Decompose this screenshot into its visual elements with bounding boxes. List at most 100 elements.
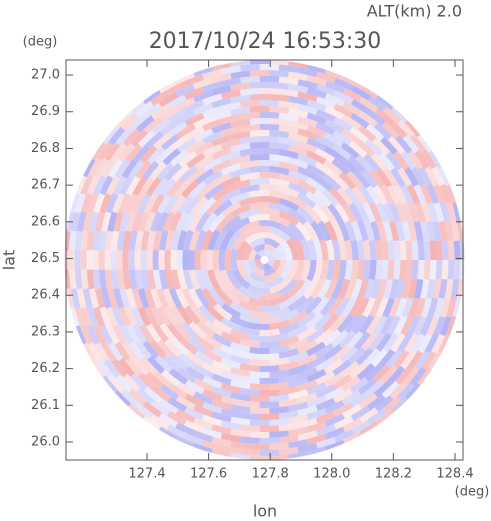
echo-cell xyxy=(341,297,357,318)
echo-cell xyxy=(264,232,285,245)
echo-cell xyxy=(179,165,198,183)
echo-cell xyxy=(314,328,334,345)
echo-cell xyxy=(375,202,389,223)
echo-cell xyxy=(249,455,270,460)
echo-cell xyxy=(344,220,357,242)
echo-cell xyxy=(287,310,309,326)
echo-cell xyxy=(336,186,354,206)
echo-cell xyxy=(376,278,387,300)
echo-cell xyxy=(363,278,375,300)
echo-cell xyxy=(269,278,291,294)
echo-cell xyxy=(381,260,389,280)
echo-cell xyxy=(305,190,325,208)
echo-cell xyxy=(347,155,366,174)
echo-cell xyxy=(288,414,309,425)
echo-cell xyxy=(278,76,299,86)
echo-cell xyxy=(334,297,350,317)
echo-cell xyxy=(150,90,170,106)
echo-cell xyxy=(101,211,112,232)
echo-cell xyxy=(322,329,342,347)
echo-cell xyxy=(254,260,262,268)
echo-cell xyxy=(315,424,336,437)
echo-cell xyxy=(220,114,241,125)
echo-cell xyxy=(97,359,113,379)
echo-cell xyxy=(297,79,318,90)
echo-cell xyxy=(405,240,413,260)
echo-cell xyxy=(331,260,341,281)
echo-cell xyxy=(267,252,275,260)
echo-cell xyxy=(202,348,223,363)
echo-cell xyxy=(153,269,163,290)
echo-cell xyxy=(299,260,311,282)
echo-cell xyxy=(356,260,365,281)
x-tick-label: 127.8 xyxy=(252,467,289,482)
echo-cell xyxy=(113,390,131,408)
echo-cell xyxy=(406,184,421,205)
echo-cell xyxy=(259,64,280,71)
echo-cell xyxy=(397,333,413,353)
echo-cell xyxy=(373,379,393,398)
echo-cell xyxy=(158,249,165,271)
echo-cell xyxy=(269,292,291,306)
echo-cell xyxy=(278,278,299,297)
echo-cell xyxy=(105,193,119,214)
echo-cell xyxy=(173,179,192,198)
plot-frame xyxy=(65,59,464,461)
echo-cell xyxy=(203,334,224,350)
echo-cell xyxy=(211,411,232,423)
echo-cell xyxy=(135,160,152,180)
echo-cell xyxy=(248,237,265,249)
echo-cell xyxy=(239,184,260,194)
echo-cell xyxy=(264,271,281,283)
echo-cell xyxy=(333,90,354,105)
echo-cell xyxy=(413,315,427,336)
echo-cell xyxy=(220,357,241,370)
chart-title: 2017/10/24 16:53:30 xyxy=(149,29,382,54)
echo-cell xyxy=(159,177,177,197)
echo-cell xyxy=(249,70,270,77)
echo-cell xyxy=(426,315,440,336)
echo-cell xyxy=(184,125,205,141)
echo-cell xyxy=(74,325,87,346)
echo-cell xyxy=(257,262,265,271)
echo-cell xyxy=(344,260,353,281)
echo-cell xyxy=(131,193,145,214)
echo-cell xyxy=(278,198,300,212)
echo-cell xyxy=(285,238,299,260)
echo-cell xyxy=(166,81,187,96)
echo-cell xyxy=(269,142,290,151)
echo-cell xyxy=(80,193,93,214)
echo-cell xyxy=(186,351,206,368)
echo-cell xyxy=(154,147,173,165)
echo-cell xyxy=(387,135,405,155)
echo-cell xyxy=(324,413,345,427)
y-tick-label: 26.6 xyxy=(31,214,60,229)
echo-cell xyxy=(368,168,385,188)
echo-cell xyxy=(438,278,448,299)
echo-cell xyxy=(324,106,345,120)
echo-cell xyxy=(278,185,300,198)
y-axis-label: lat xyxy=(0,250,19,271)
echo-cell xyxy=(288,132,309,144)
echo-cell xyxy=(74,269,83,290)
echo-cell xyxy=(88,211,99,232)
echo-cell xyxy=(332,374,353,390)
echo-cell xyxy=(136,115,155,133)
echo-cell xyxy=(98,269,107,290)
echo-cell xyxy=(87,342,103,363)
echo-cell xyxy=(145,131,164,149)
echo-cell xyxy=(159,105,179,122)
echo-cell xyxy=(220,344,241,357)
echo-cell xyxy=(242,244,254,260)
echo-cell xyxy=(259,401,280,408)
echo-cell xyxy=(137,372,156,390)
echo-cell xyxy=(150,288,163,309)
echo-cell xyxy=(229,341,251,353)
echo-cell xyxy=(302,220,319,242)
echo-cell xyxy=(358,185,375,206)
echo-cell xyxy=(386,315,401,336)
echo-cell xyxy=(350,239,359,260)
echo-cell xyxy=(239,148,260,157)
echo-cell xyxy=(193,364,214,379)
echo-cell xyxy=(146,230,157,251)
